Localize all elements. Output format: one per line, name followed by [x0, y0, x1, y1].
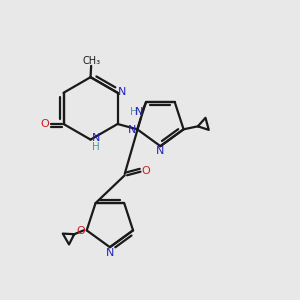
Text: N: N	[106, 248, 114, 258]
Text: H: H	[92, 142, 100, 152]
Text: H: H	[130, 107, 138, 117]
Text: N: N	[118, 87, 127, 97]
Text: O: O	[76, 226, 85, 236]
Text: O: O	[142, 166, 150, 176]
Text: N: N	[128, 125, 137, 135]
Text: N: N	[156, 146, 165, 157]
Text: N: N	[135, 107, 143, 117]
Text: O: O	[40, 119, 49, 129]
Text: N: N	[92, 133, 100, 143]
Text: CH₃: CH₃	[82, 56, 100, 66]
